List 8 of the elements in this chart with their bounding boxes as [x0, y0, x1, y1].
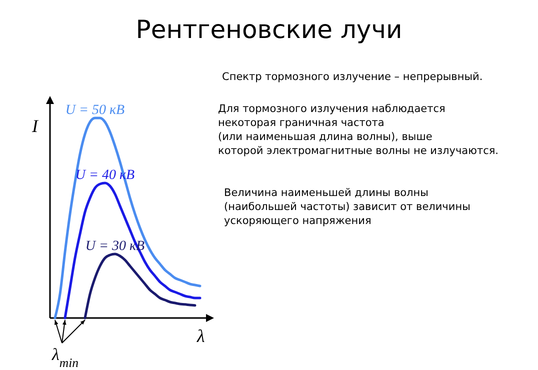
- text: Рентгеновские лучи: [136, 15, 402, 44]
- y-axis-title: I: [31, 116, 39, 136]
- series-label: U = 50 кВ: [65, 103, 126, 118]
- text: Спектр тормозного излучение – непрерывный.: [222, 71, 483, 83]
- text: Для тормозного излучения наблюдается некоторая граничная частота (или наименьшая длина волны), выше которой электромагнитные волны не излучаются.: [218, 103, 499, 157]
- text: λ$_{min}$: [51, 345, 78, 370]
- x-axis-title: λ: [196, 326, 205, 346]
- text: Величина наименьшей длины волны (наибольшей частоты) зависит от величины ускоряющего напряжения: [224, 187, 470, 227]
